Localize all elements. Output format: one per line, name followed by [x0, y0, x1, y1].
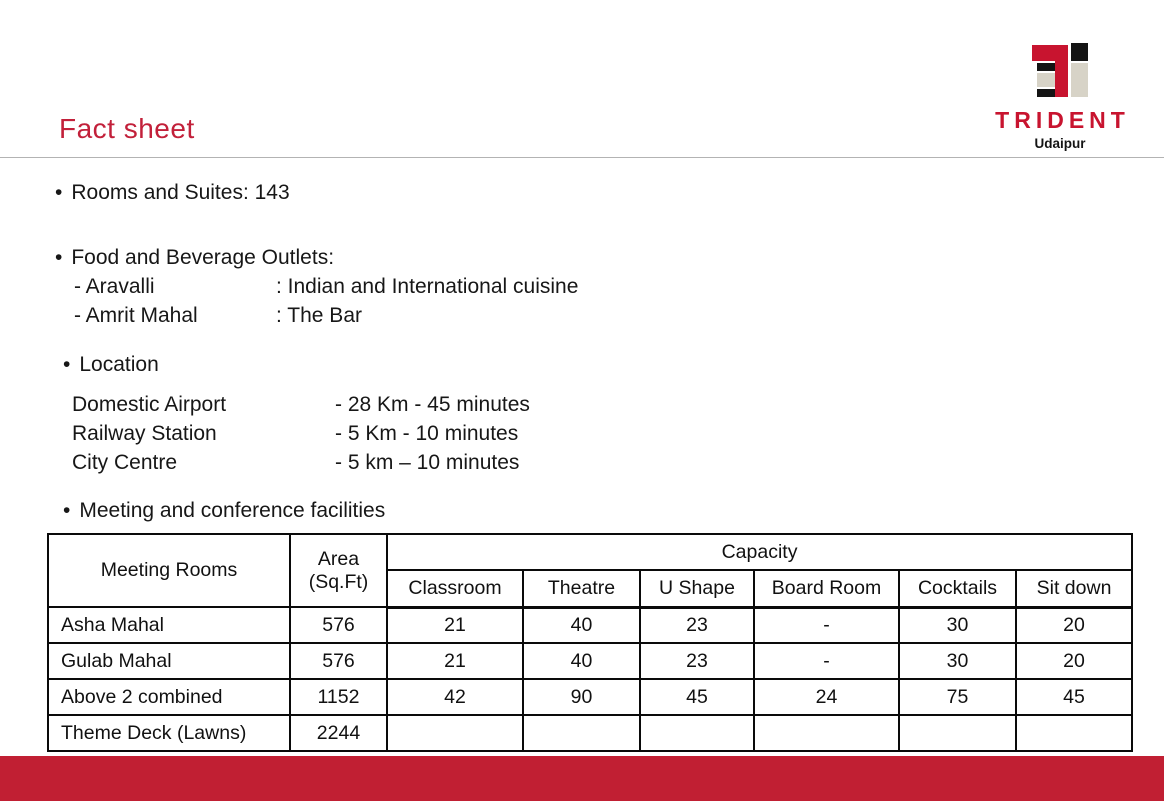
location-item-name: City Centre	[72, 451, 178, 474]
capacity-cell: 24	[753, 678, 900, 716]
capacity-cell: -	[753, 606, 900, 644]
capacity-cell	[753, 714, 900, 752]
trident-logo-icon	[1031, 43, 1089, 97]
footer-accent-bar	[0, 756, 1164, 801]
room-name-cell: Theme Deck (Lawns)	[47, 714, 291, 752]
logo-block-beige-right	[1070, 63, 1088, 97]
location-item: City Centre - 5 km – 10 minutes	[72, 451, 519, 475]
capacity-cell: 75	[898, 678, 1017, 716]
col-header-board-room: Board Room	[753, 569, 900, 609]
capacity-cell	[386, 714, 524, 752]
capacity-cell: 45	[639, 678, 755, 716]
fnb-item-name: - Amrit Mahal	[74, 304, 198, 327]
location-heading-text: Location	[79, 353, 159, 376]
location-item-name: Railway Station	[72, 422, 217, 445]
logo-block-black-bar-1	[1036, 63, 1055, 71]
capacity-cell: 20	[1014, 642, 1134, 680]
capacity-cell	[1014, 714, 1134, 752]
table-row: Asha Mahal 576 21 40 23 - 30 20	[47, 606, 1134, 644]
location-heading-line: • Location	[63, 353, 159, 377]
capacity-cell	[522, 714, 641, 752]
fnb-item: - Amrit Mahal : The Bar	[74, 304, 362, 328]
logo-block-beige-left	[1036, 73, 1055, 87]
rooms-and-suites-line: • Rooms and Suites: 143	[55, 181, 290, 205]
logo-block-red-stem	[1054, 45, 1068, 97]
capacity-cell	[898, 714, 1017, 752]
col-header-theatre: Theatre	[522, 569, 641, 609]
fnb-item-desc: : The Bar	[276, 304, 362, 327]
col-header-classroom: Classroom	[386, 569, 524, 609]
page-title: Fact sheet	[59, 113, 195, 144]
capacity-cell: 30	[898, 606, 1017, 644]
trident-logo: TRIDENT Udaipur	[990, 43, 1130, 151]
area-cell: 576	[289, 642, 388, 680]
col-header-u-shape: U Shape	[639, 569, 755, 609]
table-header-row-2: Classroom Theatre U Shape Board Room Coc…	[48, 569, 1134, 609]
room-name-cell: Asha Mahal	[47, 606, 291, 644]
fnb-item-desc: : Indian and International cuisine	[276, 275, 579, 298]
bullet-icon: •	[63, 499, 71, 522]
capacity-cell: 45	[1014, 678, 1134, 716]
logo-brand-text: TRIDENT	[995, 107, 1130, 133]
room-name-cell: Gulab Mahal	[47, 642, 291, 680]
bullet-icon: •	[55, 246, 63, 269]
capacity-cell: -	[753, 642, 900, 680]
capacity-cell: 90	[522, 678, 641, 716]
capacity-cell: 42	[386, 678, 524, 716]
capacity-cell	[639, 714, 755, 752]
col-header-cocktails: Cocktails	[898, 569, 1017, 609]
logo-block-black-square	[1070, 43, 1088, 61]
capacity-cell: 23	[639, 642, 755, 680]
capacity-cell: 30	[898, 642, 1017, 680]
fnb-item-name: - Aravalli	[74, 275, 155, 298]
location-item: Domestic Airport - 28 Km - 45 minutes	[72, 393, 530, 417]
area-cell: 2244	[289, 714, 388, 752]
area-header-line1: Area	[317, 548, 360, 571]
location-item-distance: - 5 Km - 10 minutes	[335, 422, 519, 445]
col-header-sit-down: Sit down	[1014, 569, 1134, 609]
table-row: Theme Deck (Lawns) 2244	[47, 714, 1134, 752]
location-item: Railway Station - 5 Km - 10 minutes	[72, 422, 518, 446]
table-header-row-1: Meeting Rooms Area (Sq.Ft) Capacity	[47, 533, 1134, 608]
col-header-meeting-rooms: Meeting Rooms	[47, 533, 291, 608]
area-cell: 576	[289, 606, 388, 644]
location-item-distance: - 28 Km - 45 minutes	[335, 393, 530, 416]
fnb-heading-line: • Food and Beverage Outlets:	[55, 246, 334, 270]
capacity-cell: 20	[1014, 606, 1134, 644]
bullet-icon: •	[55, 181, 63, 204]
fnb-item: - Aravalli : Indian and International cu…	[74, 275, 578, 299]
capacity-cell: 40	[522, 606, 641, 644]
header-divider	[0, 157, 1164, 158]
table-row: Gulab Mahal 576 21 40 23 - 30 20	[47, 642, 1134, 680]
capacity-cell: 23	[639, 606, 755, 644]
col-header-capacity: Capacity	[385, 533, 1134, 571]
capacity-cell: 40	[522, 642, 641, 680]
table-row: Above 2 combined 1152 42 90 45 24 75 45	[47, 678, 1134, 716]
rooms-and-suites-text: Rooms and Suites: 143	[71, 181, 290, 204]
location-item-name: Domestic Airport	[72, 393, 227, 416]
fnb-heading-text: Food and Beverage Outlets:	[71, 246, 335, 269]
capacity-cell: 21	[386, 642, 524, 680]
capacity-cell: 21	[386, 606, 524, 644]
area-cell: 1152	[289, 678, 388, 716]
area-header-line2: (Sq.Ft)	[308, 570, 369, 593]
location-item-distance: - 5 km – 10 minutes	[335, 451, 520, 474]
logo-city-text: Udaipur	[1034, 136, 1086, 151]
meeting-rooms-table: Meeting Rooms Area (Sq.Ft) Capacity Clas…	[47, 533, 1134, 752]
bullet-icon: •	[63, 353, 71, 376]
meeting-heading-text: Meeting and conference facilities	[79, 499, 386, 522]
meeting-heading-line: • Meeting and conference facilities	[63, 499, 385, 523]
room-name-cell: Above 2 combined	[47, 678, 291, 716]
col-header-area: Area (Sq.Ft)	[289, 533, 388, 608]
logo-block-black-bar-2	[1036, 89, 1055, 97]
